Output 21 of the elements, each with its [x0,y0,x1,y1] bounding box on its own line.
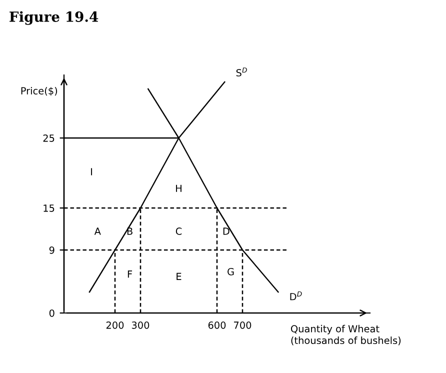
annotation: C [176,228,182,235]
y-tick-label: 0 [49,309,54,317]
x-axis-title: Quantity of Wheat (thousands of bushels) [290,324,401,346]
series-label: D$^{D}$ [290,291,302,300]
chart-title: Figure 19.4 [10,11,98,25]
annotation: H [176,184,182,192]
x-tick-label: 200 [106,322,124,329]
y-tick-label: 15 [44,204,54,212]
annotation: I [91,168,92,176]
y-tick-label: 25 [43,134,54,142]
x-tick-label: 300 [132,322,150,329]
annotation: D [223,228,230,235]
x-tick-label: 700 [234,322,252,329]
y-tick-label: 9 [49,246,54,254]
annotation: G [228,268,234,276]
annotation: E [176,272,182,280]
annotation: A [94,228,101,235]
y-axis-title: Price($) [21,86,58,96]
annotation: F [128,270,132,278]
x-tick-label: 600 [208,322,226,329]
series-label: S$^{D}$ [236,68,247,76]
